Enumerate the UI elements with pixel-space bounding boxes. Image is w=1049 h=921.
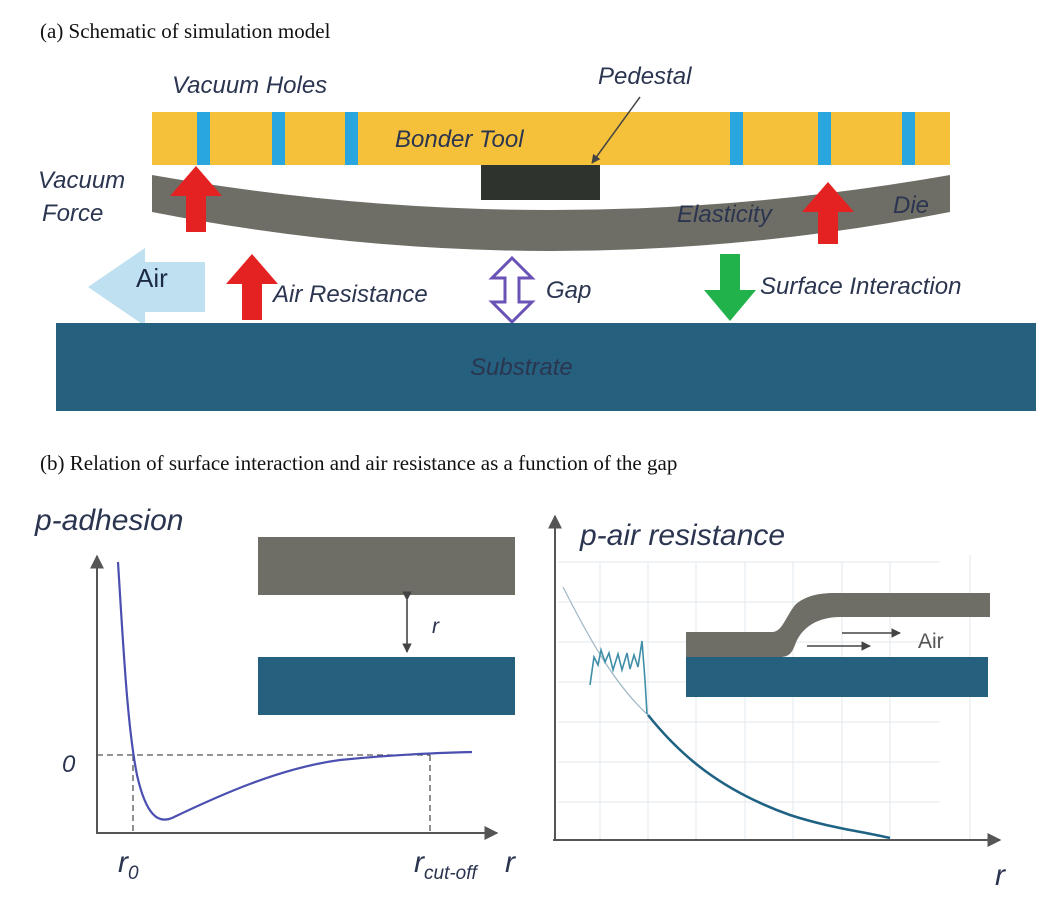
noisy-segment bbox=[589, 640, 648, 715]
bonder-tool-label: Bonder Tool bbox=[395, 126, 524, 153]
inset-r-label: r bbox=[432, 615, 440, 638]
pedestal-pointer bbox=[591, 96, 641, 164]
r0-label: r0 bbox=[118, 846, 139, 884]
air-label: Air bbox=[136, 263, 168, 293]
inset-substrate bbox=[686, 657, 988, 697]
zero-label: 0 bbox=[62, 751, 76, 778]
elasticity-label: Elasticity bbox=[677, 201, 774, 228]
air-resistance-arrow bbox=[226, 254, 278, 320]
die-label: Die bbox=[893, 192, 929, 219]
die bbox=[152, 175, 950, 251]
inset-die bbox=[258, 537, 515, 595]
p-air-resistance-label: p-air resistance bbox=[579, 519, 785, 552]
force-label: Force bbox=[42, 200, 103, 227]
surface-interaction-label: Surface Interaction bbox=[760, 273, 961, 300]
air-resistance-plot: p-air resistance r Air bbox=[548, 514, 1006, 892]
substrate bbox=[56, 323, 1036, 411]
adhesion-curve bbox=[116, 561, 473, 821]
elasticity-arrow bbox=[802, 182, 854, 244]
surface-interaction-arrow bbox=[704, 254, 756, 321]
air-resistance-curve bbox=[646, 714, 891, 840]
vacuum-force-arrow bbox=[170, 166, 222, 232]
inset-bent-die bbox=[686, 593, 990, 657]
gap-double-arrow bbox=[488, 255, 536, 325]
p-adhesion-label: p-adhesion bbox=[34, 504, 183, 537]
pedestal-label: Pedestal bbox=[598, 63, 692, 90]
rcutoff-label: rcut-off bbox=[414, 846, 479, 884]
pedestal bbox=[481, 165, 600, 200]
theoretical-curve bbox=[562, 586, 649, 716]
inset-substrate bbox=[258, 657, 515, 715]
gap-label: Gap bbox=[546, 277, 591, 304]
panel-a-caption: (a) Schematic of simulation model bbox=[40, 19, 331, 43]
inset-air-label: Air bbox=[918, 630, 944, 653]
vacuum-holes bbox=[197, 112, 915, 165]
vacuum-holes-label: Vacuum Holes bbox=[172, 72, 327, 99]
substrate-label: Substrate bbox=[470, 354, 573, 381]
x-axis-label: r bbox=[995, 859, 1006, 892]
air-resistance-label: Air Resistance bbox=[271, 281, 428, 308]
adhesion-plot: p-adhesion 0 r0 rcut-off r r bbox=[34, 504, 516, 884]
panel-b-caption: (b) Relation of surface interaction and … bbox=[40, 451, 677, 475]
vacuum-label: Vacuum bbox=[38, 167, 125, 194]
air-flow-arrow bbox=[88, 248, 205, 326]
x-axis-label: r bbox=[505, 846, 516, 879]
